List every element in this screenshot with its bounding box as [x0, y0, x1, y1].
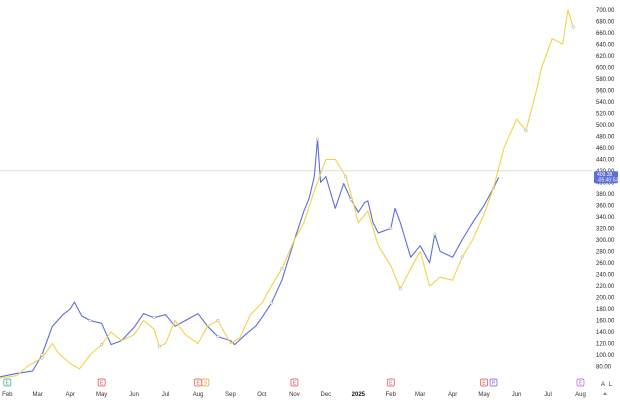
y-tick-label: 400.00: [596, 180, 615, 186]
y-tick-label: 640.00: [596, 42, 615, 48]
y-tick-label: 440.00: [596, 157, 615, 163]
y-tick-label: 700.00: [596, 8, 615, 14]
event-marker[interactable]: [576, 378, 585, 387]
event-marker[interactable]: [386, 378, 395, 387]
price-badge-value: 409.38: [597, 172, 613, 178]
event-marker[interactable]: [3, 378, 12, 387]
data-point-marker[interactable]: [398, 287, 402, 291]
y-tick-label: 280.00: [596, 249, 615, 255]
x-tick-label: Aug: [193, 392, 204, 398]
y-tick-label: 300.00: [596, 238, 615, 244]
y-tick-label: 620.00: [596, 54, 615, 60]
price-badge-time: -05:40:53: [597, 178, 618, 184]
y-tick-label: 460.00: [596, 146, 615, 152]
event-marker-label: E: [293, 381, 297, 387]
event-marker-label: E: [579, 381, 583, 387]
data-point-marker[interactable]: [88, 318, 92, 323]
corner-button-l[interactable]: L: [609, 382, 613, 388]
y-tick-label: 340.00: [596, 215, 615, 221]
y-tick-label: 560.00: [596, 88, 615, 94]
y-tick-label: 580.00: [596, 77, 615, 83]
x-tick-label: Jun: [129, 392, 139, 398]
y-tick-label: 500.00: [596, 123, 615, 129]
y-tick-label: 520.00: [596, 111, 615, 117]
data-point-marker[interactable]: [100, 343, 104, 347]
x-tick-label: 2025: [352, 392, 366, 398]
settings-icon[interactable]: [603, 392, 607, 395]
data-point-marker[interactable]: [524, 129, 528, 133]
event-marker-label: E: [6, 381, 10, 387]
data-point-marker[interactable]: [280, 267, 284, 271]
event-marker[interactable]: [489, 378, 498, 387]
data-point-marker[interactable]: [216, 335, 220, 339]
x-tick-label: Sep: [225, 392, 236, 398]
y-tick-label: 80.00: [596, 364, 612, 370]
x-tick-label: Jul: [544, 392, 552, 398]
data-point-marker[interactable]: [269, 301, 273, 305]
data-point-marker[interactable]: [40, 356, 44, 360]
data-point-marker[interactable]: [571, 25, 575, 29]
event-marker-label: E: [482, 381, 486, 387]
y-tick-label: 260.00: [596, 261, 615, 267]
event-marker[interactable]: [201, 378, 210, 387]
event-marker-label: E: [389, 381, 393, 387]
x-tick-label: Apr: [448, 392, 457, 398]
x-tick-label: May: [96, 392, 107, 398]
y-tick-label: 480.00: [596, 134, 615, 140]
series-line-2[interactable]: [0, 9, 574, 379]
y-tick-label: 200.00: [596, 295, 615, 301]
event-marker[interactable]: [97, 378, 106, 387]
y-tick-label: 240.00: [596, 272, 615, 278]
data-point-marker[interactable]: [157, 344, 161, 348]
x-tick-label: Apr: [66, 392, 75, 398]
x-tick-label: Jun: [512, 392, 522, 398]
y-tick-label: 660.00: [596, 31, 615, 37]
data-point-marker[interactable]: [389, 226, 393, 230]
data-point-marker[interactable]: [216, 318, 220, 323]
y-tick-label: 540.00: [596, 100, 615, 106]
x-tick-label: Feb: [2, 392, 13, 398]
x-tick-label: Feb: [386, 392, 397, 398]
y-tick-label: 100.00: [596, 353, 615, 359]
x-tick-label: Nov: [289, 392, 300, 398]
y-tick-label: 220.00: [596, 284, 615, 290]
x-tick-label: May: [478, 392, 489, 398]
y-tick-label: 380.00: [596, 192, 615, 198]
y-tick-label: 600.00: [596, 65, 615, 71]
x-tick-label: Dec: [321, 392, 332, 398]
event-marker-label: E: [196, 381, 200, 387]
event-marker-label: E: [100, 381, 104, 387]
event-marker[interactable]: [290, 378, 299, 387]
y-tick-label: 180.00: [596, 307, 615, 313]
event-marker[interactable]: [480, 378, 488, 387]
data-point-marker[interactable]: [40, 353, 44, 357]
y-tick-label: 320.00: [596, 226, 615, 232]
price-badge: [594, 171, 618, 184]
y-tick-label: 680.00: [596, 19, 615, 25]
y-tick-label: 360.00: [596, 203, 615, 209]
event-marker-label: P: [492, 381, 496, 387]
data-point-marker[interactable]: [460, 255, 464, 259]
data-point-marker[interactable]: [152, 316, 156, 320]
x-tick-label: Jul: [162, 392, 170, 398]
x-tick-label: Aug: [575, 392, 586, 398]
data-point-marker[interactable]: [315, 137, 320, 141]
event-marker-label: S: [204, 381, 208, 387]
corner-button-a[interactable]: A: [601, 382, 605, 388]
series-line-1[interactable]: [0, 138, 500, 378]
y-tick-label: 120.00: [596, 341, 615, 347]
y-tick-label: 160.00: [596, 318, 615, 324]
x-tick-label: Mar: [33, 392, 43, 398]
data-point-marker[interactable]: [433, 232, 437, 236]
x-tick-label: Mar: [415, 392, 425, 398]
x-tick-label: Oct: [257, 392, 267, 398]
y-tick-label: 140.00: [596, 330, 615, 336]
data-point-marker[interactable]: [344, 175, 348, 179]
